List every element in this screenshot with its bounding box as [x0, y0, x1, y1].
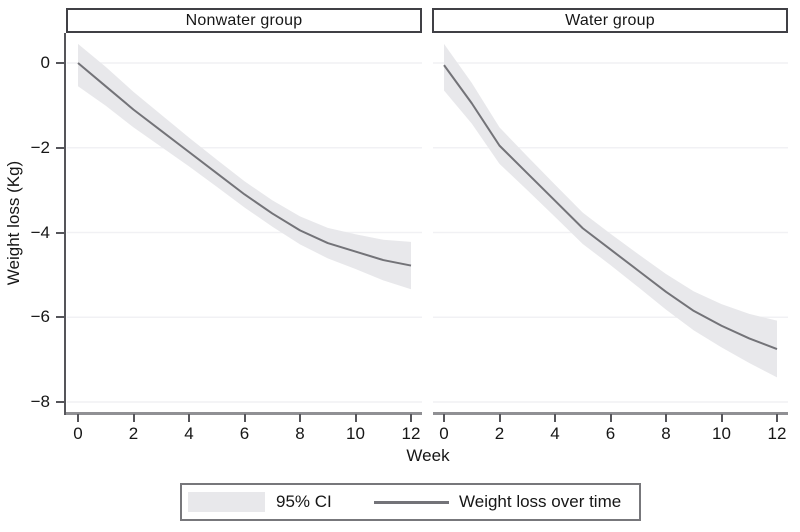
x-tick	[776, 414, 778, 422]
y-tick	[56, 401, 64, 403]
y-tick	[56, 146, 64, 149]
y-tick	[56, 316, 64, 319]
x-tick-label: 8	[661, 424, 671, 443]
y-tick-label: −8	[30, 392, 50, 411]
x-tick	[609, 414, 612, 422]
x-tick	[354, 414, 357, 422]
plot-area-water	[433, 43, 788, 403]
legend: 95% CI Weight loss over time	[180, 483, 641, 521]
x-tick-label: 2	[494, 424, 505, 443]
x-tick-label: 12	[767, 424, 787, 443]
x-tick-label: 8	[295, 424, 305, 443]
x-axis-line	[64, 412, 422, 415]
legend-ci-label: 95% CI	[276, 492, 332, 511]
x-tick	[243, 414, 246, 422]
panel-title-text: Nonwater group	[185, 11, 303, 29]
x-tick	[498, 414, 501, 422]
y-tick-label: −6	[30, 307, 50, 327]
x-tick	[554, 414, 556, 422]
x-axis-line	[433, 412, 788, 415]
x-axis-title: Week	[406, 446, 450, 465]
legend-line-label: Weight loss over time	[459, 492, 622, 511]
panel-title-text: Water group	[565, 11, 655, 29]
x-tick-label: 2	[128, 424, 139, 443]
x-tick-label: 6	[605, 424, 616, 443]
x-tick	[299, 414, 301, 422]
plot-area-nonwater	[67, 43, 422, 403]
ci-band	[78, 43, 411, 290]
x-tick-label: 4	[550, 424, 560, 443]
x-tick-label: 0	[439, 424, 449, 443]
x-tick-label: 0	[73, 424, 83, 443]
x-tick-label: 12	[401, 424, 421, 443]
x-tick-label: 10	[712, 424, 731, 443]
y-axis-line	[64, 33, 66, 415]
x-tick	[720, 414, 723, 422]
weight-loss-line	[77, 62, 412, 267]
weight-loss-line	[443, 64, 778, 350]
ci-band-swatch	[188, 492, 265, 512]
x-tick-label: 6	[239, 424, 250, 443]
y-tick	[56, 62, 64, 64]
y-tick	[56, 231, 64, 234]
panel-title-water: Water group	[432, 8, 788, 33]
x-tick-label: 10	[346, 424, 365, 443]
y-tick-label: −4	[30, 222, 50, 242]
x-tick	[132, 414, 135, 422]
y-tick-label: 0	[40, 53, 50, 72]
panel-title-nonwater: Nonwater group	[66, 8, 422, 33]
ci-band	[444, 43, 777, 378]
trend-line-swatch	[374, 501, 449, 504]
x-tick	[443, 414, 445, 422]
y-tick-label: −2	[30, 137, 50, 157]
x-tick-label: 4	[184, 424, 194, 443]
x-tick	[410, 414, 412, 422]
x-tick	[665, 414, 667, 422]
x-tick	[77, 414, 79, 422]
x-tick	[188, 414, 190, 422]
